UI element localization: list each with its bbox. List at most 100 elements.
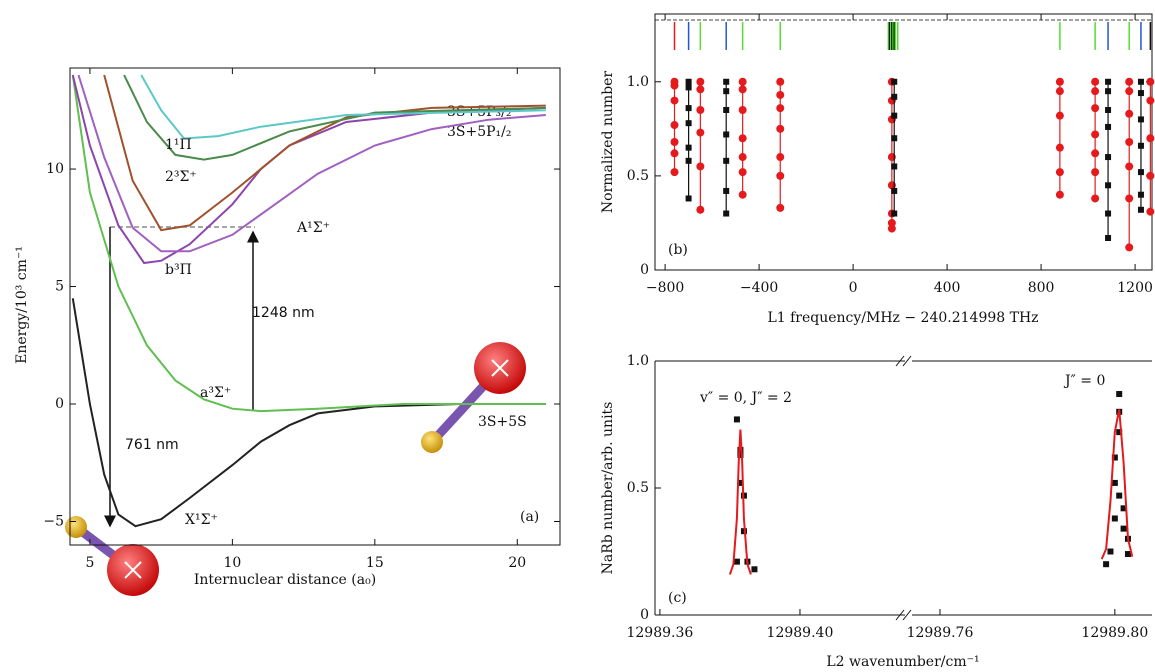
- data-point: [737, 446, 744, 453]
- annotation: 3S+5P₁/₂: [447, 124, 512, 140]
- y-axis-label: NaRb number/arb. units: [600, 402, 616, 575]
- data-point: [733, 416, 740, 423]
- data-point: [1125, 87, 1134, 96]
- data-point: [1116, 391, 1123, 398]
- data-point: [887, 224, 896, 233]
- curve: [728, 409, 1134, 575]
- data-point: [1107, 548, 1114, 555]
- data-point: [685, 84, 692, 91]
- x-tick-label: 12989.80: [1081, 625, 1148, 641]
- data-point: [1137, 90, 1144, 97]
- x-tick-label: 800: [1028, 280, 1055, 296]
- data-point: [696, 162, 705, 171]
- data-point: [1105, 78, 1112, 85]
- curve: [71, 74, 546, 413]
- y-tick-label: 1.0: [627, 74, 649, 90]
- data-point: [723, 157, 730, 164]
- data-point: [1105, 182, 1112, 189]
- data-point: [696, 205, 705, 214]
- data-point: [1091, 87, 1100, 96]
- data-point: [891, 112, 898, 119]
- data-point: [1125, 109, 1134, 118]
- data-point: [891, 187, 898, 194]
- x-tick-label: 0: [849, 280, 858, 296]
- annotation: (c): [668, 590, 687, 606]
- data-point: [723, 210, 730, 217]
- annotation: J″ = 0: [1063, 373, 1105, 389]
- data-point: [1091, 130, 1100, 139]
- data-point: [670, 138, 679, 146]
- annotation: (a): [520, 509, 539, 525]
- data-point: [1137, 169, 1144, 176]
- x-tick-label: 1200: [1117, 280, 1153, 296]
- data-point: [1137, 142, 1144, 149]
- data-point: [1111, 454, 1118, 461]
- annotation: (b): [668, 242, 688, 258]
- x-tick-label: −400: [740, 280, 778, 296]
- data-point: [738, 153, 747, 162]
- y-tick-label: 0: [55, 396, 64, 412]
- annotation: 1248 nm: [252, 305, 315, 321]
- molecule-right: [421, 342, 526, 453]
- curve-label: 1¹Π: [165, 137, 192, 153]
- data-point: [685, 105, 692, 112]
- annotation: 761 nm: [125, 437, 179, 453]
- data-point: [1137, 191, 1144, 198]
- data-point: [733, 558, 740, 565]
- data-point: [887, 218, 896, 227]
- data-point: [1091, 77, 1100, 86]
- data-point: [891, 210, 898, 217]
- data-point: [1105, 107, 1112, 113]
- y-tick-label: −5: [43, 514, 64, 530]
- data-point: [891, 78, 898, 85]
- data-point: [1146, 96, 1155, 105]
- curve-label: a³Σ⁺: [200, 385, 231, 401]
- data-point: [738, 106, 747, 114]
- data-point: [1137, 206, 1144, 213]
- y-axis-label: Normalized number: [600, 71, 616, 214]
- data-point: [685, 78, 692, 85]
- annotation: 3S+5S: [478, 414, 527, 430]
- data-point: [738, 168, 747, 177]
- x-axis-label: L2 wavenumber/cm⁻¹: [826, 654, 979, 670]
- data-point: [776, 203, 785, 212]
- x-axis-label: Internuclear distance (a₀): [194, 572, 376, 588]
- data-point: [1125, 138, 1134, 146]
- data-point: [723, 88, 730, 95]
- data-point: [1125, 77, 1134, 86]
- data-point: [1120, 505, 1127, 512]
- data-point: [1091, 194, 1100, 203]
- data-point: [1055, 143, 1064, 152]
- data-point: [1125, 243, 1134, 252]
- y-tick-label: 0: [640, 262, 649, 278]
- data-point: [776, 171, 785, 180]
- curve: [71, 298, 546, 528]
- y-tick-label: 0.5: [627, 480, 649, 496]
- molecule-left: [65, 516, 159, 596]
- data-point: [737, 451, 744, 458]
- data-point: [1124, 551, 1131, 558]
- data-point: [723, 187, 730, 194]
- curve-label: b³Π: [165, 262, 192, 278]
- data-point: [1116, 429, 1123, 436]
- data-point: [891, 163, 898, 170]
- data-point: [1146, 171, 1155, 180]
- data-point: [670, 149, 679, 158]
- data-point: [1055, 77, 1064, 86]
- data-point: [670, 168, 679, 177]
- data-point: [1103, 561, 1110, 568]
- data-point: [696, 128, 705, 137]
- data-point: [891, 93, 898, 100]
- data-point: [696, 85, 705, 94]
- data-point: [738, 77, 747, 86]
- data-point: [776, 124, 785, 133]
- data-point: [1111, 515, 1118, 522]
- data-point: [1055, 87, 1064, 96]
- data-point: [1105, 210, 1112, 217]
- axis-break: [895, 609, 905, 621]
- data-point: [1105, 154, 1112, 161]
- data-point: [1146, 207, 1155, 216]
- curve: [77, 74, 546, 253]
